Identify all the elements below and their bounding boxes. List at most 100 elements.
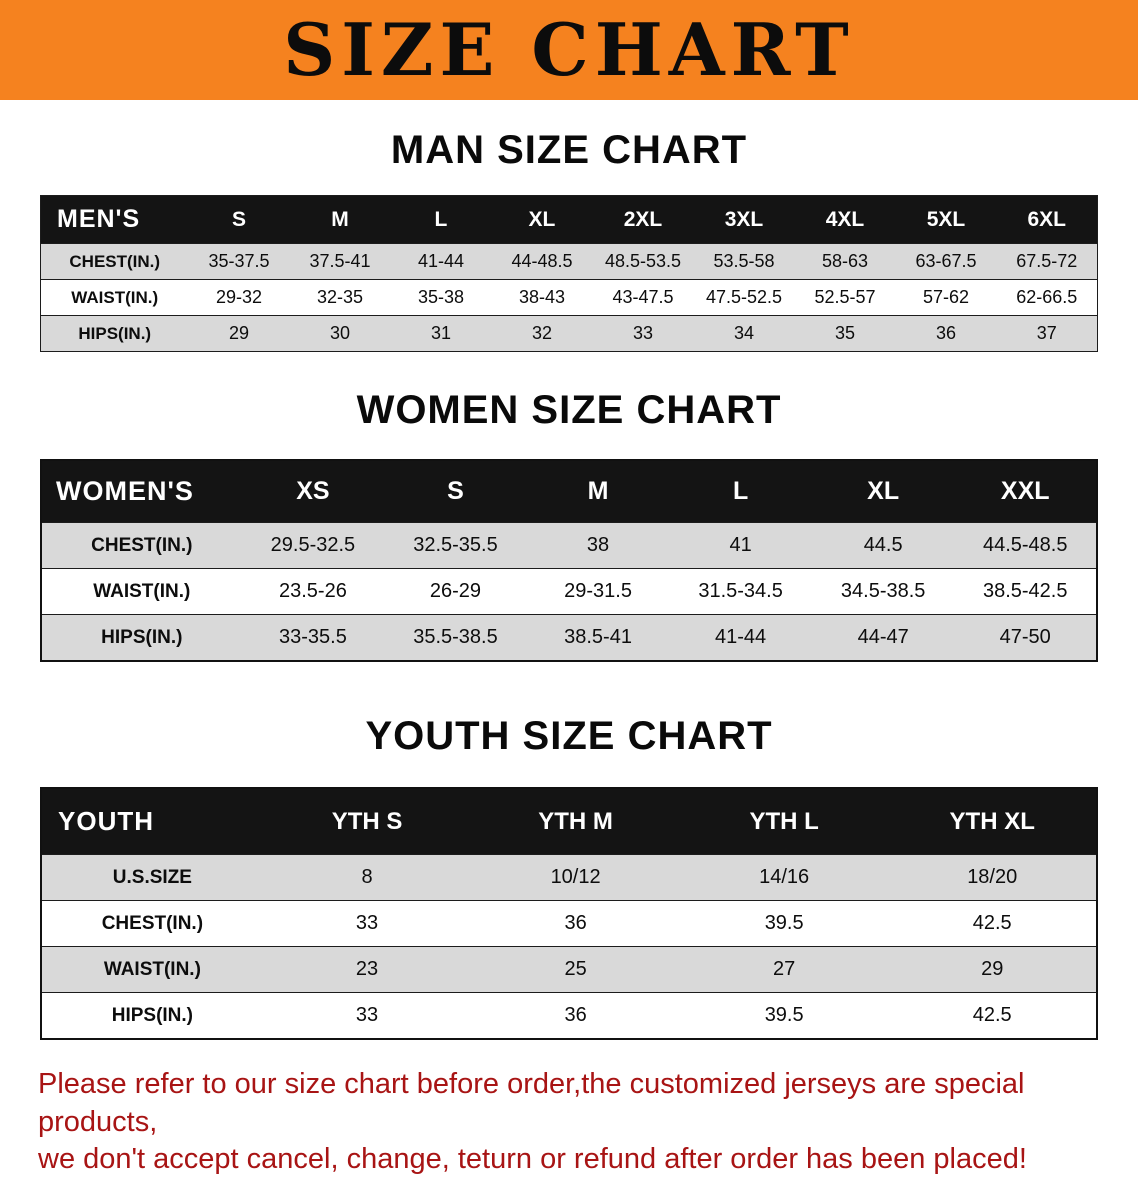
table-row: CHEST(IN.) 33 36 39.5 42.5 xyxy=(41,900,1097,947)
column-header: XL xyxy=(491,195,593,244)
column-header: 4XL xyxy=(794,195,896,244)
table-cell: 35 xyxy=(794,315,896,352)
column-header: L xyxy=(390,195,492,244)
table-title-cell: MEN'S xyxy=(40,195,189,244)
table-cell: 57-62 xyxy=(895,279,997,316)
youth-section-heading: YOUTH SIZE CHART xyxy=(365,714,773,758)
table-row: WAIST(IN.) 23.5-26 26-29 29-31.5 31.5-34.5 34… xyxy=(41,568,1097,615)
table-cell: 33-35.5 xyxy=(241,614,385,661)
table-cell: 10/12 xyxy=(471,854,680,901)
table-cell: 32 xyxy=(491,315,593,352)
table-row: HIPS(IN.) 33-35.5 35.5-38.5 38.5-41 41-44 44-… xyxy=(41,614,1097,661)
women-size-table: WOMEN'S XS S M L XL XXL CHEST(IN.) 29.5-32.5 32.5… xyxy=(40,459,1098,662)
column-header: S xyxy=(384,460,527,523)
table-cell: 47.5-52.5 xyxy=(693,279,795,316)
column-header: XL xyxy=(811,460,955,523)
table-cell: 37.5-41 xyxy=(289,243,391,280)
table-cell: 35-37.5 xyxy=(188,243,290,280)
table-cell: 47-50 xyxy=(954,614,1097,661)
table-cell: 37 xyxy=(996,315,1098,352)
table-cell: 41 xyxy=(669,522,812,569)
table-cell: 29-32 xyxy=(188,279,290,316)
row-label: CHEST(IN.) xyxy=(41,900,263,947)
row-label: WAIST(IN.) xyxy=(41,568,242,615)
column-header: XS xyxy=(241,460,385,523)
table-cell: 62-66.5 xyxy=(996,279,1098,316)
table-cell: 44.5-48.5 xyxy=(954,522,1097,569)
column-header: YTH M xyxy=(471,788,680,855)
column-header: 2XL xyxy=(592,195,694,244)
disclaimer-line-2: we don't accept cancel, change, teturn o… xyxy=(38,1143,1027,1176)
table-cell: 30 xyxy=(289,315,391,352)
column-header: YTH L xyxy=(679,788,889,855)
table-cell: 36 xyxy=(895,315,997,352)
disclaimer-text: Please refer to our size chart before or… xyxy=(38,1066,1102,1179)
row-label: WAIST(IN.) xyxy=(41,946,263,993)
column-header: M xyxy=(289,195,391,244)
column-header: M xyxy=(526,460,670,523)
table-cell: 23.5-26 xyxy=(241,568,385,615)
row-label: HIPS(IN.) xyxy=(41,614,242,661)
table-cell: 63-67.5 xyxy=(895,243,997,280)
row-label: U.S.SIZE xyxy=(41,854,263,901)
table-cell: 32.5-35.5 xyxy=(384,522,527,569)
table-cell: 29.5-32.5 xyxy=(241,522,385,569)
header-row: MEN'S S M L XL 2XL 3XL 4XL 5XL 6XL xyxy=(40,195,1098,244)
table-cell: 58-63 xyxy=(794,243,896,280)
table-cell: 34 xyxy=(693,315,795,352)
table-row: U.S.SIZE 8 10/12 14/16 18/20 xyxy=(41,854,1097,901)
table-cell: 23 xyxy=(262,946,472,993)
men-size-table: MEN'S S M L XL 2XL 3XL 4XL 5XL 6XL CHEST(IN.) 35-37… xyxy=(40,195,1098,352)
table-cell: 38.5-42.5 xyxy=(954,568,1097,615)
column-header: YTH S xyxy=(262,788,472,855)
table-cell: 33 xyxy=(262,900,472,947)
table-cell: 53.5-58 xyxy=(693,243,795,280)
table-cell: 44-48.5 xyxy=(491,243,593,280)
table-cell: 39.5 xyxy=(679,992,889,1039)
table-cell: 26-29 xyxy=(384,568,527,615)
table-cell: 27 xyxy=(679,946,889,993)
table-cell: 39.5 xyxy=(679,900,889,947)
row-label: CHEST(IN.) xyxy=(41,522,242,569)
table-cell: 42.5 xyxy=(888,900,1097,947)
table-cell: 31.5-34.5 xyxy=(669,568,812,615)
disclaimer-line-1: Please refer to our size chart before or… xyxy=(38,1068,1025,1138)
column-header: 3XL xyxy=(693,195,795,244)
table-cell: 44.5 xyxy=(811,522,955,569)
column-header: 6XL xyxy=(996,195,1098,244)
column-header: S xyxy=(188,195,290,244)
row-label: HIPS(IN.) xyxy=(41,992,263,1039)
table-cell: 18/20 xyxy=(888,854,1097,901)
page-title: SIZE CHART xyxy=(283,7,855,92)
column-header: L xyxy=(669,460,812,523)
table-cell: 38 xyxy=(526,522,670,569)
table-row: CHEST(IN.) 35-37.5 37.5-41 41-44 44-48.5 48.5… xyxy=(40,243,1098,280)
table-cell: 44-47 xyxy=(811,614,955,661)
table-cell: 41-44 xyxy=(669,614,812,661)
table-cell: 38.5-41 xyxy=(526,614,670,661)
table-cell: 41-44 xyxy=(390,243,492,280)
table-cell: 29 xyxy=(188,315,290,352)
table-cell: 25 xyxy=(471,946,680,993)
header-row: WOMEN'S XS S M L XL XXL xyxy=(41,460,1097,523)
header-row: YOUTH YTH S YTH M YTH L YTH XL xyxy=(41,788,1097,855)
table-cell: 67.5-72 xyxy=(996,243,1098,280)
table-cell: 36 xyxy=(471,992,680,1039)
size-chart-banner: SIZE CHART xyxy=(0,0,1138,100)
men-section-heading: MAN SIZE CHART xyxy=(390,128,748,172)
table-title-cell: YOUTH xyxy=(41,788,263,855)
table-cell: 48.5-53.5 xyxy=(592,243,694,280)
table-cell: 35.5-38.5 xyxy=(384,614,527,661)
table-row: CHEST(IN.) 29.5-32.5 32.5-35.5 38 41 44.5 44.5… xyxy=(41,522,1097,569)
row-label: WAIST(IN.) xyxy=(40,279,189,316)
table-cell: 33 xyxy=(262,992,472,1039)
table-cell: 33 xyxy=(592,315,694,352)
row-label: CHEST(IN.) xyxy=(40,243,189,280)
column-header: 5XL xyxy=(895,195,997,244)
table-title-cell: WOMEN'S xyxy=(41,460,242,523)
table-cell: 35-38 xyxy=(390,279,492,316)
table-cell: 32-35 xyxy=(289,279,391,316)
row-label: HIPS(IN.) xyxy=(40,315,189,352)
table-row: HIPS(IN.) 33 36 39.5 42.5 xyxy=(41,992,1097,1039)
table-cell: 52.5-57 xyxy=(794,279,896,316)
